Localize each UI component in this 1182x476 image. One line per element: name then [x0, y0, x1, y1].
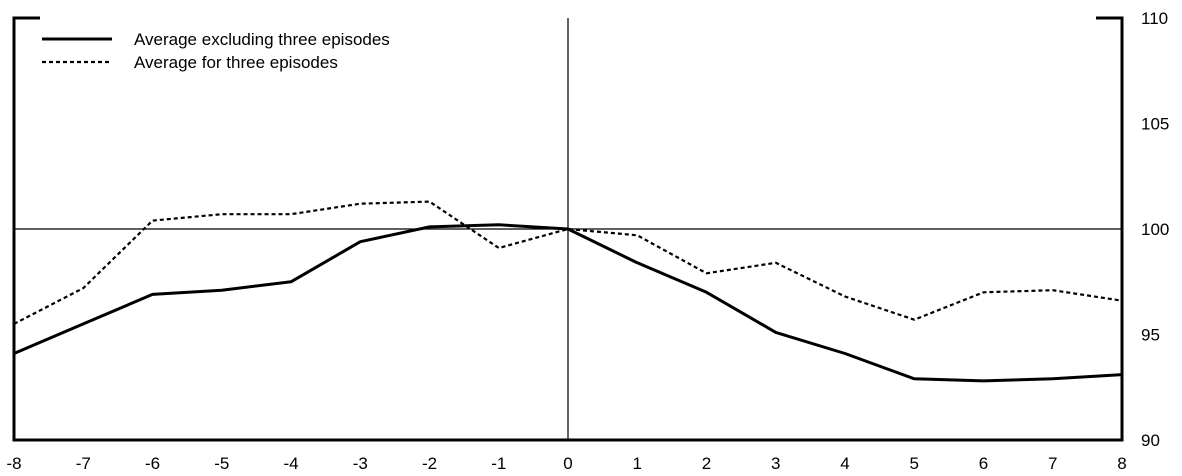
x-tick-label: 1	[633, 454, 642, 473]
y-tick-label: 100	[1141, 220, 1169, 239]
x-tick-label: -2	[422, 454, 437, 473]
x-tick-label: 4	[840, 454, 849, 473]
series-lines	[13, 200, 1123, 383]
series-line-three-episodes	[13, 200, 1123, 325]
x-tick-label: -8	[6, 454, 21, 473]
x-tick-label: -7	[76, 454, 91, 473]
axes	[12, 16, 1124, 442]
x-tick-label: 2	[702, 454, 711, 473]
x-tick-label: -1	[491, 454, 506, 473]
legend-label: Average excluding three episodes	[134, 30, 390, 49]
y-tick-label: 105	[1141, 115, 1169, 134]
x-tick-label: -4	[283, 454, 298, 473]
y-tick-label: 110	[1141, 9, 1168, 28]
series-line-excluding-three-episodes	[13, 223, 1123, 383]
x-tick-label: -3	[353, 454, 368, 473]
x-tick-label: -6	[145, 454, 160, 473]
x-tick-label: 8	[1117, 454, 1126, 473]
x-tick-label: 6	[979, 454, 988, 473]
x-tick-label: 3	[771, 454, 780, 473]
legend-label: Average for three episodes	[134, 53, 338, 72]
x-tick-label: 0	[563, 454, 572, 473]
tick-labels: -8 -7 -6 -5 -4 -3 -2 -1 0 1 2 3 4 5 6 7 8 90 95 100 105 110	[6, 9, 1169, 473]
x-tick-label: 7	[1048, 454, 1057, 473]
x-tick-label: 5	[910, 454, 919, 473]
legend: Average excluding three episodes Average …	[42, 30, 390, 72]
y-tick-label: 95	[1141, 326, 1160, 345]
x-tick-label: -5	[214, 454, 229, 473]
y-tick-label: 90	[1141, 431, 1160, 450]
